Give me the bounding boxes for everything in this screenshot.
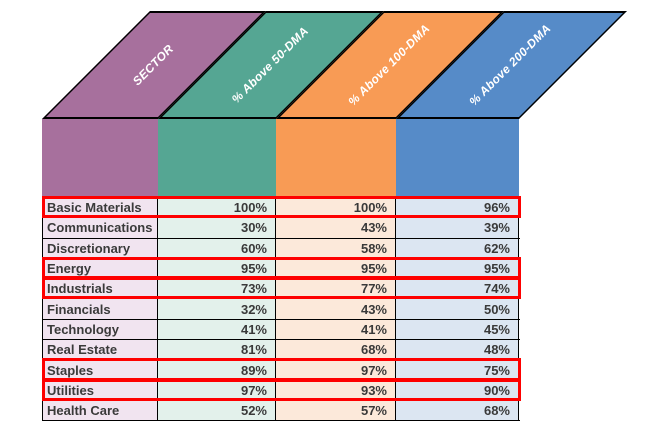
color-band	[42, 119, 519, 198]
band-segment-50dma	[158, 119, 276, 198]
sector-name-cell: Real Estate	[43, 340, 158, 360]
dma50-value-cell: 41%	[158, 319, 276, 340]
dma50-value-cell: 81%	[158, 340, 276, 360]
dma100-value-cell: 43%	[276, 218, 396, 238]
dma100-value-cell: 97%	[276, 360, 396, 380]
dma100-value-cell: 100%	[276, 198, 396, 218]
dma200-value-cell: 50%	[396, 299, 519, 319]
table-row: Real Estate 81% 68% 48%	[43, 340, 520, 361]
table-row: Financials 32% 43% 50%	[43, 299, 520, 320]
sector-name-cell: Basic Materials	[43, 198, 158, 218]
dma50-value-cell: 97%	[158, 380, 276, 400]
sector-name-cell: Discretionary	[43, 238, 158, 258]
dma200-value-cell: 68%	[396, 400, 519, 421]
sector-name-cell: Technology	[43, 319, 158, 340]
dma50-value-cell: 95%	[158, 258, 276, 279]
dma50-value-cell: 30%	[158, 218, 276, 238]
dma100-value-cell: 41%	[276, 319, 396, 340]
table-row: Staples 89% 97% 75%	[42, 358, 521, 381]
sector-name-cell: Industrials	[43, 279, 158, 299]
dma100-value-cell: 57%	[276, 400, 396, 421]
dma50-value-cell: 32%	[158, 299, 276, 319]
table-row: Communications 30% 43% 39%	[43, 218, 520, 239]
sector-name-cell: Communications	[43, 218, 158, 238]
dma200-value-cell: 48%	[396, 340, 519, 360]
dma50-value-cell: 73%	[158, 279, 276, 299]
dma200-value-cell: 75%	[396, 360, 519, 380]
table-row: Discretionary 60% 58% 62%	[43, 238, 520, 259]
dma200-value-cell: 74%	[396, 279, 519, 299]
dma50-value-cell: 60%	[158, 238, 276, 258]
dma200-value-cell: 62%	[396, 238, 519, 258]
sector-name-cell: Financials	[43, 299, 158, 319]
dma200-value-cell: 45%	[396, 319, 519, 340]
dma100-value-cell: 93%	[276, 380, 396, 400]
table-row: Industrials 73% 77% 74%	[42, 277, 521, 300]
dma200-value-cell: 96%	[396, 198, 519, 218]
dma100-value-cell: 77%	[276, 279, 396, 299]
sector-name-cell: Utilities	[43, 380, 158, 400]
dma100-value-cell: 43%	[276, 299, 396, 319]
sector-name-cell: Health Care	[43, 400, 158, 421]
dma200-value-cell: 95%	[396, 258, 519, 279]
table-row: Utilities 97% 93% 90%	[42, 378, 521, 401]
dma100-value-cell: 95%	[276, 258, 396, 279]
sector-data-table: Basic Materials 100% 100% 96% Communications…	[42, 196, 521, 422]
table-row: Energy 95% 95% 95%	[42, 256, 521, 280]
band-segment-100dma	[276, 119, 396, 198]
sector-name-cell: Energy	[43, 258, 158, 279]
band-segment-200dma	[396, 119, 519, 198]
dma200-value-cell: 90%	[396, 380, 519, 400]
table-row: Basic Materials 100% 100% 96%	[42, 196, 521, 219]
dma50-value-cell: 100%	[158, 198, 276, 218]
dma100-value-cell: 68%	[276, 340, 396, 360]
dma50-value-cell: 89%	[158, 360, 276, 380]
table-row: Technology 41% 41% 45%	[43, 319, 520, 341]
sector-name-cell: Staples	[43, 360, 158, 380]
band-segment-sector	[42, 119, 158, 198]
dma100-value-cell: 58%	[276, 238, 396, 258]
dma200-value-cell: 39%	[396, 218, 519, 238]
table-row: Health Care 52% 57% 68%	[43, 400, 520, 422]
dma50-value-cell: 52%	[158, 400, 276, 421]
